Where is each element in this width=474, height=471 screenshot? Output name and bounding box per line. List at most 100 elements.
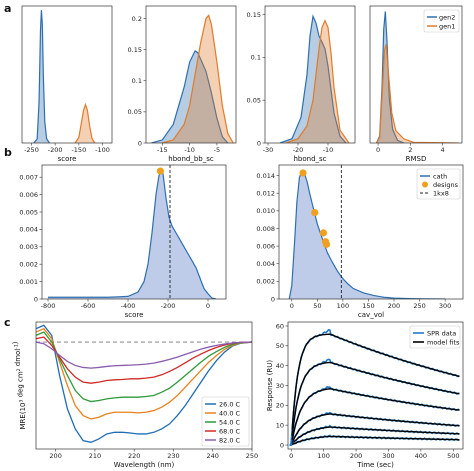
y-axis-label-part: dmol [14, 349, 22, 369]
model-fit-line [291, 333, 460, 430]
model-fit-line [291, 435, 460, 446]
y-tick-label: 0.014 [256, 172, 275, 180]
y-tick-label: 0 [280, 441, 284, 449]
chart-a2: -15 -10 -5 0 0.05 0.1 0.15 0.2 hbond_bb_sc [128, 5, 237, 163]
design-point [156, 167, 164, 175]
x-tick-label: -100 [95, 146, 110, 154]
y-axis-label: Response (RU) [266, 360, 274, 412]
spr-data-line [289, 434, 460, 446]
x-tick-label: -10 [184, 146, 195, 154]
y-tick-label: 0.1 [132, 77, 142, 85]
legend-label: 40.0 C [219, 409, 241, 417]
x-tick-label: -400 [121, 302, 136, 310]
y-tick-label: 0.002 [256, 278, 275, 286]
y-tick-label: 0.006 [19, 191, 38, 199]
series-cath-fill [48, 171, 216, 299]
x-tick-label: -15 [157, 146, 168, 154]
x-tick-label: 0 [290, 302, 294, 310]
panel-label-c: c [4, 316, 11, 329]
plot-frame [35, 321, 253, 450]
series-gen1-line [74, 102, 96, 143]
y-tick-label: 0 [138, 139, 142, 147]
series-gen1-line [162, 14, 234, 143]
chart-c2: 0 100 200 300 400 500 0 10 20 30 40 50 60 Time (sec) R… [266, 321, 464, 469]
y-tick-label: 50 [276, 342, 284, 350]
y-tick-label: 30 [276, 382, 284, 390]
x-tick-label: -600 [81, 302, 96, 310]
chart-b2: 0 50 100 150 200 250 300 0 0.002 0.004 0.006 0.008 0… [256, 164, 464, 319]
y-tick-label: 0.002 [19, 260, 38, 268]
y-tick-label: 0.15 [247, 11, 261, 19]
series-gen2-line [33, 10, 50, 143]
y-tick-label: 0.2 [132, 15, 142, 23]
y-tick-label: 40 [276, 362, 284, 370]
y-axis-label-part: ) [12, 341, 20, 344]
series-gen2-fill [280, 16, 346, 143]
series-line [36, 336, 252, 384]
x-tick-label: 100 [317, 452, 329, 460]
series-cath-line [288, 170, 446, 299]
series-gen2-fill [151, 50, 228, 143]
y-tick-label: 0.1 [251, 54, 261, 62]
x-tick-label: 200 [388, 302, 400, 310]
x-tick-label: -5 [214, 146, 220, 154]
design-point [311, 209, 319, 217]
x-axis-label: cav_vol [358, 311, 384, 319]
series-gen1-line [375, 44, 459, 143]
x-tick-label: 400 [415, 452, 427, 460]
x-tick-label: 4 [441, 146, 445, 154]
model-fit-line [291, 413, 460, 443]
panel-label-a: a [4, 2, 11, 15]
series-gen1-fill [162, 15, 234, 143]
series-line [36, 331, 252, 403]
y-tick-label: 0.003 [19, 243, 38, 251]
series-gen2-fill [33, 10, 50, 143]
series-cath-line [48, 171, 217, 299]
y-axis-label-part: deg cm [17, 371, 25, 399]
y-axis-label-sup: 2 [16, 368, 22, 371]
y-tick-label: 10 [276, 421, 284, 429]
x-tick-label: 150 [362, 302, 374, 310]
x-tick-label: 200 [49, 452, 61, 460]
x-tick-label: 2 [408, 146, 412, 154]
legend-label: model fits [427, 338, 460, 346]
x-tick-label: 200 [350, 452, 362, 460]
y-tick-label: 0.007 [19, 173, 38, 181]
legend-label: 1kx8 [433, 189, 449, 197]
y-tick-label: 0.15 [128, 46, 142, 54]
plot-frame [278, 164, 464, 300]
spr-data-line [289, 424, 460, 446]
x-axis-label: score [58, 155, 77, 163]
x-tick-label: 100 [337, 302, 349, 310]
y-tick-label: 0.004 [256, 260, 275, 268]
y-axis-label-sup: 3 [19, 400, 25, 403]
x-tick-label: 0 [289, 452, 293, 460]
y-tick-label: 0.012 [256, 190, 275, 198]
x-axis-label: Time (sec) [356, 461, 394, 469]
x-tick-label: 250 [246, 452, 258, 460]
x-tick-label: 220 [128, 452, 140, 460]
x-tick-label: 230 [167, 452, 179, 460]
y-axis-label: MRE(103 deg cm2 dmol-1) [12, 341, 28, 429]
x-tick-label: -150 [71, 146, 86, 154]
x-tick-label: 0 [206, 302, 210, 310]
y-tick-label: 0 [257, 139, 261, 147]
series-line [36, 327, 252, 420]
design-point [319, 229, 328, 237]
x-axis-label: hbond_sc [293, 155, 326, 163]
legend-label: 54.0 C [219, 418, 241, 426]
x-tick-label: -10 [323, 146, 334, 154]
series-line [36, 341, 252, 369]
x-tick-label: 0 [376, 146, 380, 154]
x-tick-label: -250 [24, 146, 39, 154]
series-gen2-line [279, 14, 347, 143]
x-tick-label: 50 [313, 302, 321, 310]
x-tick-label: 210 [89, 452, 101, 460]
series-line [36, 324, 252, 443]
x-tick-label: -200 [48, 146, 63, 154]
legend-label: 82.0 C [219, 436, 241, 444]
model-fit-line [291, 388, 460, 440]
chart-a1: -250 -200 -150 -100 score [21, 5, 113, 163]
